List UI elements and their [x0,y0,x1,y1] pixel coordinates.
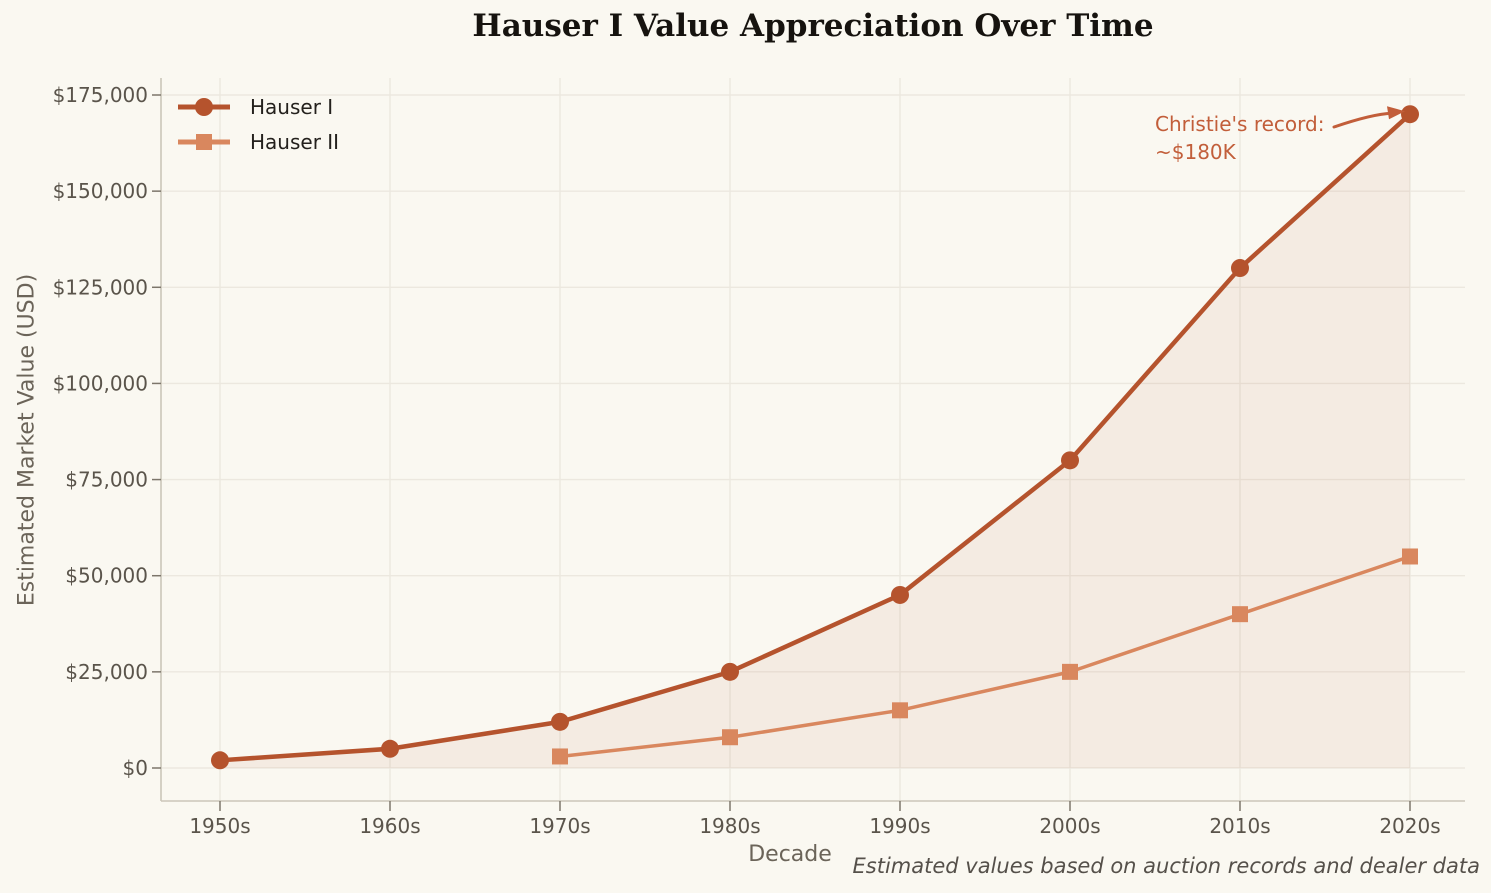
x-tick-label: 1950s [189,814,250,838]
data-point-hauser-ii [1232,606,1248,623]
footnote: Estimated values based on auction record… [852,854,1480,878]
x-tick-label: 1980s [699,814,760,838]
data-point-hauser-ii [1402,548,1418,565]
x-tick-label: 2010s [1209,814,1270,838]
y-tick-label: $75,000 [65,468,148,492]
data-point-hauser-ii [722,729,738,746]
y-tick-label: $100,000 [53,371,148,395]
y-tick-label: $50,000 [65,564,148,588]
y-tick-label: $25,000 [65,660,148,684]
square-marker-icon [178,134,230,150]
x-axis-label: Decade [748,842,832,867]
annotation-christies-record: Christie's record: ~$180K [1155,110,1324,166]
annotation-line-2: ~$180K [1155,140,1236,164]
y-tick-label: $125,000 [53,275,148,299]
y-axis-label: Estimated Market Value (USD) [14,273,40,607]
x-tick-label: 1990s [869,814,930,838]
series-line-hauser-ii [558,554,1412,759]
y-tick-label: $150,000 [53,179,148,203]
y-tick-label: $175,000 [53,83,148,107]
x-tick-label: 2000s [1039,814,1100,838]
data-point-hauser-i [1231,259,1249,278]
data-point-hauser-i [891,585,909,604]
data-point-hauser-i [211,751,229,770]
chart-title: Hauser I Value Appreciation Over Time [472,8,1154,44]
data-point-hauser-i [381,739,399,758]
y-tick-label: $0 [123,756,148,780]
legend: Hauser I Hauser II [176,95,339,154]
legend-item-hauser-ii: Hauser II [176,130,339,154]
legend-label-hauser-i: Hauser I [250,95,334,119]
data-point-hauser-i [551,712,569,731]
data-point-hauser-ii [552,748,568,765]
series-line-hauser-i [217,111,1413,763]
x-tick-label: 2020s [1379,814,1440,838]
data-point-hauser-i [1401,105,1419,124]
legend-item-hauser-i: Hauser I [176,95,339,119]
annotation-arrow [1332,111,1394,129]
x-tick-label: 1960s [359,814,420,838]
data-point-hauser-i [721,662,739,681]
data-point-hauser-ii [1062,663,1078,680]
x-tick-label: 1970s [529,814,590,838]
annotation-line-1: Christie's record: [1155,112,1325,136]
circle-marker-icon [178,98,230,116]
annotation-arrowhead [1387,106,1405,120]
series-area [220,114,1410,768]
data-point-hauser-i [1061,451,1079,470]
legend-label-hauser-ii: Hauser II [250,130,340,154]
data-point-hauser-ii [892,702,908,719]
